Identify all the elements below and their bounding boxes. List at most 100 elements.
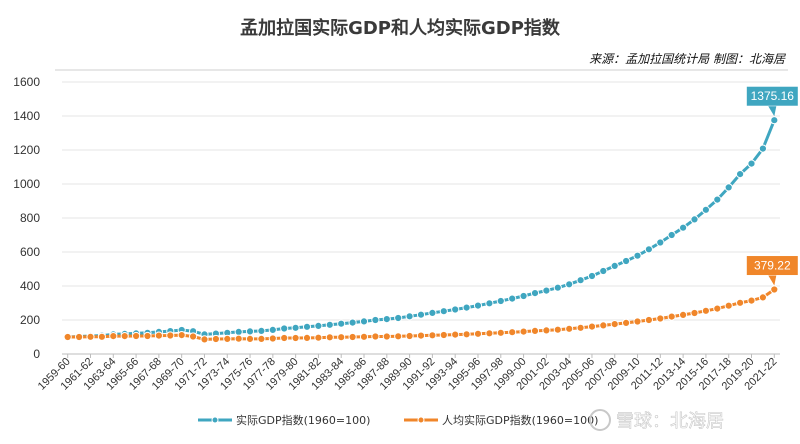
watermark-text: 雪球：北海居 — [616, 411, 724, 432]
data-point — [679, 223, 688, 232]
data-point — [291, 333, 300, 343]
data-point — [439, 330, 448, 340]
data-point — [519, 291, 528, 301]
data-point — [143, 331, 152, 341]
legend-marker-gdp-per-capita — [417, 416, 425, 424]
watermark-logo-icon — [589, 409, 611, 431]
data-point — [371, 315, 380, 325]
y-axis: 0 200 400 600 800 1000 1200 1400 1600 — [13, 75, 40, 361]
data-point — [280, 333, 289, 343]
data-point — [132, 331, 141, 341]
data-point — [565, 324, 574, 333]
data-point — [234, 327, 243, 336]
y-tick-label: 1600 — [13, 75, 40, 89]
data-point — [644, 245, 654, 254]
data-point — [86, 332, 95, 341]
y-tick-label: 1400 — [13, 109, 40, 123]
data-point — [599, 266, 608, 276]
data-label: 1375.16 — [751, 89, 795, 103]
data-point — [462, 303, 471, 312]
data-point — [633, 251, 642, 260]
data-point — [348, 332, 357, 342]
data-point — [245, 327, 255, 336]
data-point — [553, 325, 562, 334]
legend-item-gdp: 实际GDP指数(1960=100) — [198, 413, 370, 427]
x-axis: 1959-601961-621963-641965-661967-681969-… — [36, 354, 779, 393]
data-point — [576, 276, 585, 285]
data-point — [473, 301, 483, 310]
data-point — [245, 334, 255, 343]
callout-pointer — [768, 275, 777, 286]
data-point — [724, 183, 733, 192]
data-point — [530, 289, 540, 298]
legend-label-gdp-per-capita: 人均实际GDP指数(1960=100) — [442, 413, 598, 427]
data-point — [679, 310, 688, 319]
data-point — [542, 326, 551, 335]
legend: 实际GDP指数(1960=100) 人均实际GDP指数(1960=100) — [198, 413, 598, 427]
data-point — [416, 331, 426, 340]
data-point — [371, 332, 380, 341]
data-point — [302, 322, 312, 331]
data-point — [610, 261, 619, 270]
data-point — [473, 329, 483, 338]
data-point — [656, 238, 665, 247]
data-point — [656, 314, 665, 323]
data-point — [314, 333, 323, 342]
chart-source: 来源：孟加拉国统计局 制图：北海居 — [589, 52, 786, 66]
y-tick-label: 600 — [20, 245, 40, 259]
data-point — [394, 313, 403, 323]
data-point — [211, 334, 220, 344]
data-point — [325, 320, 334, 329]
data-point — [337, 319, 346, 328]
data-point — [337, 333, 346, 342]
data-point — [382, 332, 391, 341]
callout-pointer — [768, 106, 777, 117]
data-point — [280, 324, 289, 333]
data-point — [770, 285, 779, 294]
data-point — [451, 330, 460, 339]
data-point — [359, 332, 369, 341]
data-point — [644, 315, 654, 325]
data-point — [519, 327, 528, 336]
legend-item-gdp-per-capita: 人均实际GDP指数(1960=100) — [404, 413, 598, 427]
data-point — [97, 332, 107, 341]
data-point — [189, 332, 198, 341]
data-point — [325, 333, 334, 342]
series-line-0 — [67, 119, 776, 339]
y-tick-label: 200 — [20, 313, 40, 327]
data-point — [747, 159, 756, 168]
data-point — [530, 326, 540, 335]
data-point — [428, 308, 437, 317]
data-point — [120, 332, 129, 341]
data-point — [348, 318, 357, 327]
data-point — [758, 144, 768, 153]
data-point — [622, 318, 631, 327]
data-point — [257, 326, 266, 335]
data-point — [109, 332, 118, 341]
legend-marker-gdp — [211, 416, 219, 424]
data-point — [701, 306, 711, 315]
data-point — [223, 334, 232, 343]
data-point — [633, 317, 642, 326]
data-point — [701, 205, 711, 214]
y-tick-label: 400 — [20, 279, 40, 293]
data-point — [451, 305, 460, 314]
data-point — [496, 296, 505, 306]
data-point — [302, 333, 312, 342]
data-point — [177, 331, 186, 340]
data-point — [690, 308, 699, 318]
data-point — [690, 215, 699, 224]
data-point — [268, 334, 277, 343]
data-point — [736, 170, 745, 179]
callouts: 1375.16 379.22 — [745, 85, 799, 286]
data-point — [758, 293, 768, 302]
data-point — [508, 294, 517, 303]
data-point — [359, 317, 369, 326]
data-point — [565, 280, 574, 289]
data-point — [63, 332, 72, 342]
data-point — [770, 116, 779, 125]
data-point — [314, 321, 323, 330]
data-point — [405, 331, 414, 341]
data-point — [75, 332, 84, 342]
